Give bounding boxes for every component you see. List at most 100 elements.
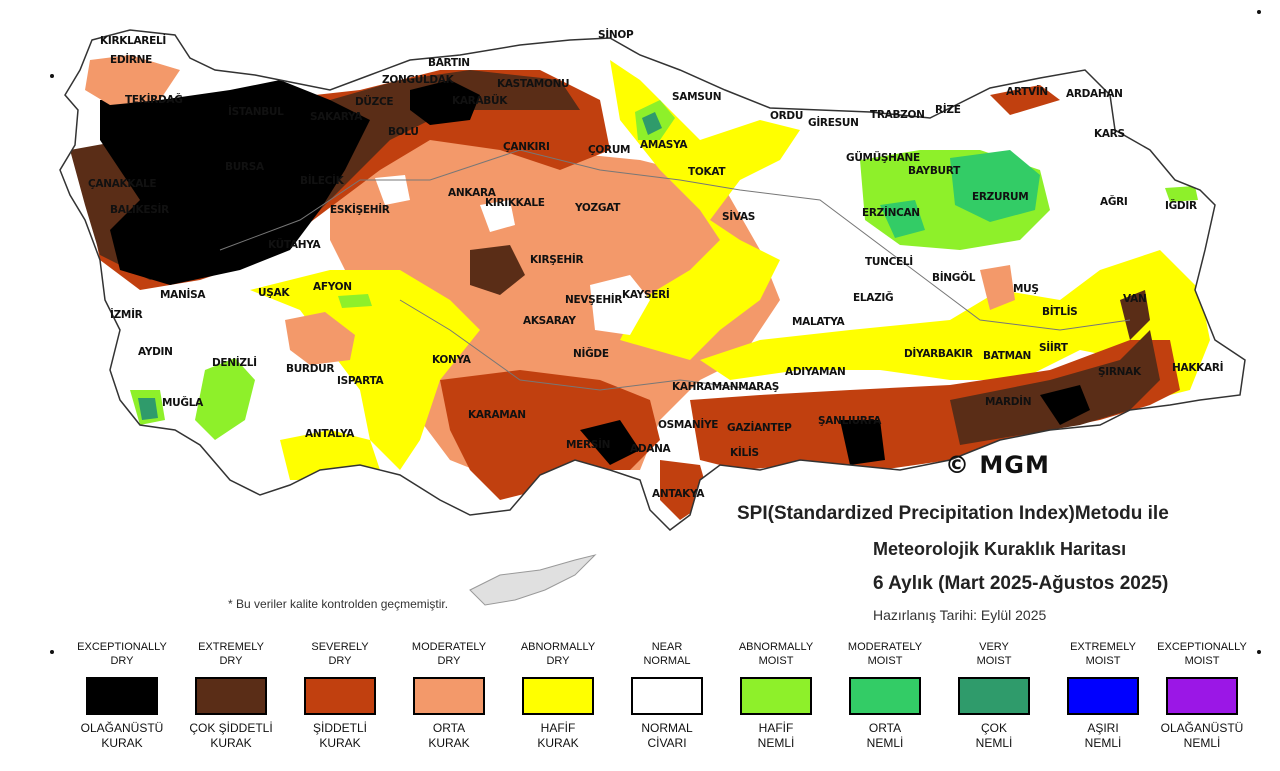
city-label: KIRIKKALE — [485, 197, 545, 209]
city-label: İZMİR — [110, 307, 143, 321]
city-label: ERZİNCAN — [862, 205, 920, 219]
legend-swatch — [631, 677, 703, 715]
city-label: KAYSERİ — [622, 287, 670, 301]
city-label: DİYARBAKIR — [904, 346, 973, 360]
legend-tr-label: ŞİDDETLİ KURAK — [312, 721, 367, 750]
city-label: KIRŞEHİR — [530, 252, 583, 266]
city-label: VAN — [1123, 293, 1146, 305]
legend-tr-label: HAFİF KURAK — [537, 721, 579, 750]
map-title-line2: Meteorolojik Kuraklık Haritası — [873, 539, 1127, 559]
turkey-drought-map: KIRKLARELİ EDİRNE TEKİRDAĞ ÇANAKKALE BAL… — [59, 27, 1246, 606]
city-label: KARABÜK — [452, 93, 508, 107]
city-label: NEVŞEHİR — [565, 292, 622, 306]
city-label: MALATYA — [792, 316, 846, 328]
city-label: ÇANKIRI — [503, 141, 550, 153]
city-labels: KIRKLARELİ EDİRNE TEKİRDAĞ ÇANAKKALE BAL… — [88, 27, 1224, 500]
city-label: DENİZLİ — [212, 355, 257, 369]
city-label: ANTAKYA — [652, 488, 705, 500]
city-label: ÇORUM — [588, 144, 630, 156]
map-title-line3: 6 Aylık (Mart 2025-Ağustos 2025) — [873, 573, 1169, 594]
city-label: ŞANLIURFA — [818, 415, 882, 427]
corner-dot — [1257, 650, 1261, 654]
city-label: NİĞDE — [573, 346, 609, 360]
city-label: ISPARTA — [337, 375, 384, 387]
legend: EXCEPTIONALLY DRY OLAĞANÜSTÜ KURAK EXTREMEL… — [62, 640, 1262, 766]
legend-swatch — [522, 677, 594, 715]
city-label: GİRESUN — [808, 115, 859, 129]
city-label: MARDİN — [985, 394, 1031, 408]
city-label: ANKARA — [448, 187, 497, 199]
legend-swatch — [304, 677, 376, 715]
legend-en-label: EXCEPTIONALLY DRY — [77, 641, 167, 667]
city-label: YOZGAT — [574, 202, 621, 214]
city-label: ŞIRNAK — [1098, 366, 1142, 378]
legend-item: NEAR NORMAL NORMAL CİVARI — [607, 640, 727, 751]
city-label: GAZİANTEP — [727, 420, 792, 434]
city-label: TRABZON — [870, 109, 925, 121]
city-label: SİVAS — [722, 209, 755, 223]
legend-swatch — [1067, 677, 1139, 715]
city-label: ADANA — [630, 443, 672, 455]
city-label: DÜZCE — [355, 94, 393, 108]
city-label: AFYON — [313, 281, 352, 293]
legend-en-label: EXTREMELY DRY — [198, 641, 264, 667]
corner-dot — [50, 650, 54, 654]
legend-item: SEVERELY DRY ŞİDDETLİ KURAK — [280, 640, 400, 751]
quality-note: * Bu veriler kalite kontrolden geçmemişt… — [228, 597, 449, 611]
legend-tr-label: OLAĞANÜSTÜ NEMLİ — [1160, 721, 1244, 750]
legend-item: MODERATELY DRY ORTA KURAK — [389, 640, 509, 751]
legend-item: EXCEPTIONALLY MOIST OLAĞANÜSTÜ NEMLİ — [1142, 640, 1262, 751]
legend-en-label: ABNORMALLY MOIST — [738, 641, 814, 667]
legend-en-label: SEVERELY DRY — [311, 641, 369, 667]
legend-item: MODERATELY MOIST ORTA NEMLİ — [825, 640, 945, 751]
copyright-mgm: © MGM — [945, 451, 1050, 479]
legend-tr-label: ÇOK ŞİDDETLİ KURAK — [189, 721, 273, 750]
city-label: AYDIN — [138, 346, 173, 358]
legend-tr-label: NORMAL CİVARI — [641, 721, 693, 750]
legend-en-label: MODERATELY MOIST — [847, 641, 923, 667]
legend-item: EXCEPTIONALLY DRY OLAĞANÜSTÜ KURAK — [62, 640, 182, 751]
city-label: TUNCELİ — [865, 254, 913, 268]
legend-swatch — [195, 677, 267, 715]
city-label: SAMSUN — [672, 91, 721, 103]
legend-en-label: MODERATELY DRY — [411, 641, 487, 667]
city-label: MUŞ — [1013, 283, 1039, 295]
city-label: ÇANAKKALE — [88, 178, 156, 190]
city-label: KARAMAN — [468, 409, 526, 421]
city-label: HAKKARİ — [1172, 360, 1223, 374]
city-label: GÜMÜŞHANE — [846, 150, 920, 164]
legend-swatch — [740, 677, 812, 715]
city-label: EDİRNE — [110, 52, 152, 66]
city-label: ELAZIĞ — [853, 291, 893, 304]
legend-tr-label: ORTA KURAK — [428, 721, 470, 750]
city-label: BARTIN — [428, 57, 470, 69]
legend-en-label: EXCEPTIONALLY MOIST — [1157, 641, 1247, 667]
city-label: SİİRT — [1039, 340, 1069, 354]
city-label: MERSİN — [566, 437, 610, 451]
legend-swatch — [86, 677, 158, 715]
legend-swatch — [958, 677, 1030, 715]
legend-swatch — [413, 677, 485, 715]
city-label: MANİSA — [160, 287, 206, 301]
legend-en-label: ABNORMALLY DRY — [520, 641, 596, 667]
city-label: TEKİRDAĞ — [125, 92, 183, 106]
legend-tr-label: ÇOK NEMLİ — [975, 721, 1013, 750]
city-label: ERZURUM — [972, 191, 1028, 203]
legend-en-label: NEAR NORMAL — [643, 641, 691, 667]
city-label: KARS — [1094, 128, 1125, 140]
city-label: KAHRAMANMARAŞ — [672, 381, 779, 393]
legend-en-label: EXTREMELY MOIST — [1070, 641, 1136, 667]
city-label: SAKARYA — [310, 111, 363, 123]
city-label: ARDAHAN — [1066, 88, 1123, 100]
city-label: KASTAMONU — [497, 78, 569, 90]
legend-swatch — [849, 677, 921, 715]
city-label: BATMAN — [983, 350, 1031, 362]
city-label: ADIYAMAN — [785, 366, 845, 378]
corner-dot — [50, 74, 54, 78]
city-label: BURSA — [225, 161, 265, 173]
legend-tr-label: ORTA NEMLİ — [866, 721, 904, 750]
city-label: SİNOP — [598, 27, 634, 41]
city-label: KİLİS — [730, 445, 759, 459]
city-label: ESKİŞEHİR — [330, 202, 390, 216]
city-label: İSTANBUL — [228, 104, 284, 118]
